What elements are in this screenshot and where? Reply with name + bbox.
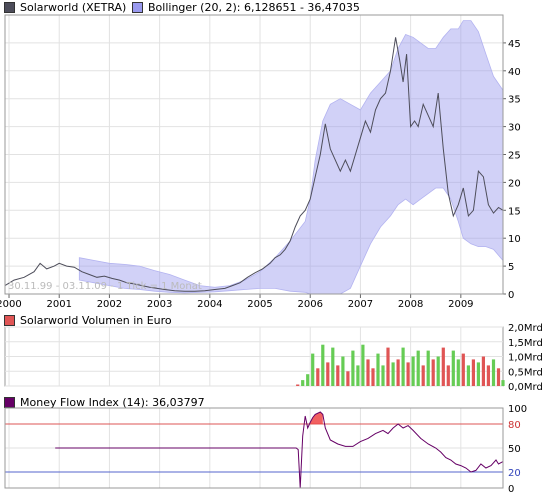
volume-bar <box>301 380 305 386</box>
volume-legend: Solarworld Volumen in Euro <box>4 313 172 327</box>
overbought-fill <box>305 412 323 424</box>
volume-y-tick-label: 0,5Mrd <box>508 367 543 378</box>
mfi-y-tick-label: 50 <box>508 444 521 455</box>
volume-bar <box>396 359 400 386</box>
mfi-legend-label: Money Flow Index (14): 36,03797 <box>20 395 205 409</box>
y-tick-label: 10 <box>508 234 521 245</box>
volume-legend-label: Solarworld Volumen in Euro <box>20 313 172 327</box>
bollinger-swatch-icon <box>132 1 143 13</box>
volume-bar <box>366 359 370 386</box>
price-legend-label: Solarworld (XETRA) <box>20 0 127 14</box>
volume-bar <box>486 365 490 386</box>
y-tick-label: 45 <box>508 39 521 50</box>
volume-bar <box>481 356 485 386</box>
volume-bar <box>476 362 480 386</box>
x-tick-label: 2004 <box>197 299 222 310</box>
x-tick-label: 2007 <box>348 299 373 310</box>
bollinger-legend: Bollinger (20, 2): 6,128651 - 36,47035 <box>132 0 360 14</box>
volume-bar <box>376 353 380 386</box>
x-tick-label: 2002 <box>97 299 122 310</box>
x-tick-label: 2001 <box>46 299 71 310</box>
volume-bar <box>491 359 496 386</box>
y-tick-label: 15 <box>508 206 521 217</box>
volume-bar <box>436 356 440 386</box>
price-line <box>4 37 504 292</box>
volume-bar <box>351 350 355 386</box>
mfi-y-tick-label: 0 <box>508 484 514 495</box>
volume-bar <box>416 350 420 386</box>
volume-bar <box>451 350 455 386</box>
volume-bar <box>331 347 335 386</box>
volume-bar <box>406 362 410 386</box>
x-tick-label: 2008 <box>398 299 423 310</box>
y-tick-label: 5 <box>508 262 514 273</box>
y-tick-label: 20 <box>508 178 521 189</box>
mfi-y-tick-label: 100 <box>508 404 527 415</box>
volume-bar <box>346 371 350 387</box>
x-tick-label: 2009 <box>448 299 473 310</box>
volume-bar <box>316 368 320 386</box>
volume-bar <box>296 384 300 386</box>
bollinger-legend-label: Bollinger (20, 2): 6,128651 - 36,47035 <box>148 0 360 14</box>
volume-bar <box>431 359 435 386</box>
mfi-plot-border <box>4 407 504 489</box>
y-tick-label: 35 <box>508 95 521 106</box>
mfi-legend: Money Flow Index (14): 36,03797 <box>4 395 205 409</box>
mfi-swatch-icon <box>4 396 15 408</box>
volume-y-tick-label: 2,0Mrd <box>508 323 543 334</box>
x-tick-label: 2003 <box>147 299 172 310</box>
price-swatch-icon <box>4 1 15 13</box>
volume-bar <box>446 365 450 386</box>
volume-bar <box>336 365 340 386</box>
volume-bar <box>326 362 330 386</box>
volume-bar <box>501 380 505 386</box>
volume-bar <box>306 374 310 386</box>
volume-bar <box>386 347 390 386</box>
volume-y-tick-label: 0,0Mrd <box>508 382 543 393</box>
volume-bar <box>356 365 360 386</box>
volume-bar <box>496 368 501 386</box>
y-tick-label: 0 <box>508 290 514 301</box>
volume-bar <box>391 362 395 386</box>
volume-bar <box>421 365 425 386</box>
volume-bar <box>466 365 470 386</box>
volume-bar <box>426 350 430 386</box>
volume-bar <box>341 356 345 386</box>
mfi-y-tick-label: 20 <box>508 468 521 479</box>
volume-y-tick-label: 1,0Mrd <box>508 353 543 364</box>
price-plot-border <box>4 14 504 295</box>
volume-bar <box>471 359 475 386</box>
price-legend: Solarworld (XETRA) <box>4 0 126 14</box>
price-panel: 2000200120022003200420052006200720082009… <box>0 14 521 310</box>
volume-bar <box>311 353 315 386</box>
volume-bar <box>461 353 465 386</box>
y-tick-label: 25 <box>508 151 521 162</box>
x-tick-label: 2006 <box>297 299 322 310</box>
volume-swatch-icon <box>4 314 15 326</box>
volume-bar <box>441 347 445 386</box>
mfi-panel: 0 20 50 80 100 <box>4 404 527 495</box>
volume-bar <box>411 356 415 386</box>
volume-bar <box>321 344 325 386</box>
volume-bar <box>456 359 460 386</box>
mfi-line <box>55 411 504 489</box>
watermark-text: 30.11.99 - 03.11.09 - 1 Tick = 1 Monat <box>8 281 202 292</box>
volume-bar <box>401 347 405 386</box>
y-tick-label: 40 <box>508 67 521 78</box>
x-tick-label: 2000 <box>0 299 22 310</box>
y-tick-label: 30 <box>508 123 521 134</box>
volume-panel: 0,0Mrd 0,5Mrd 1,0Mrd 1,5Mrd 2,0Mrd <box>4 323 543 393</box>
volume-bar <box>371 368 375 386</box>
volume-y-tick-label: 1,5Mrd <box>508 338 543 349</box>
x-tick-label: 2005 <box>247 299 272 310</box>
volume-bar <box>361 344 365 386</box>
volume-bar <box>381 365 385 386</box>
mfi-y-tick-label: 80 <box>508 420 521 431</box>
